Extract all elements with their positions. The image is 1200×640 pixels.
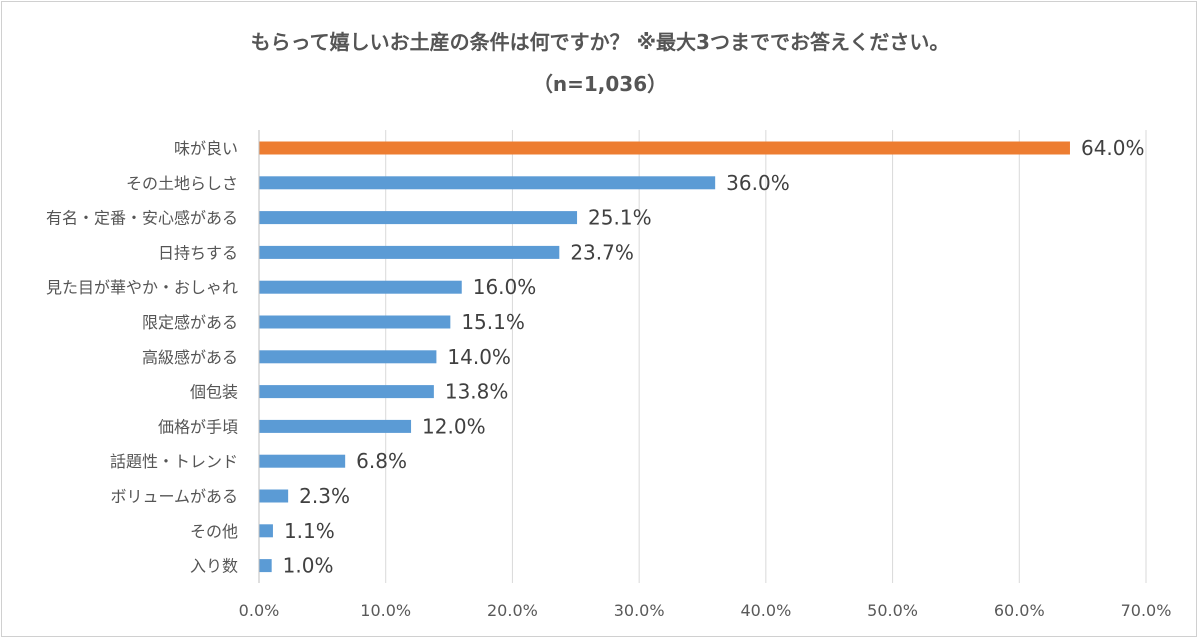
bar <box>259 419 412 433</box>
bar <box>259 245 560 259</box>
category-label: 話題性・トレンド <box>110 452 238 471</box>
chart-subtitle: （n=1,036） <box>532 72 668 96</box>
category-label: 価格が手頃 <box>158 417 238 436</box>
bar <box>259 524 273 538</box>
x-tick-label: 70.0% <box>1121 601 1172 620</box>
bar <box>259 141 1070 155</box>
data-label: 14.0% <box>447 345 511 369</box>
data-label: 64.0% <box>1081 136 1145 160</box>
category-label: 個包装 <box>190 383 238 402</box>
x-tick-label: 20.0% <box>487 601 538 620</box>
bar <box>259 315 451 329</box>
data-label: 1.0% <box>283 554 334 578</box>
x-tick-label: 40.0% <box>740 601 791 620</box>
bar <box>259 454 346 468</box>
bar <box>259 385 434 399</box>
data-label: 2.3% <box>299 484 350 508</box>
category-label: 高級感がある <box>142 348 238 367</box>
category-label: 見た目が華やか・おしゃれ <box>46 278 238 297</box>
category-label: 味が良い <box>174 139 238 158</box>
data-label: 16.0% <box>473 275 537 299</box>
data-label: 12.0% <box>422 414 486 438</box>
bar <box>259 211 578 225</box>
chart-title: もらって嬉しいお土産の条件は何ですか？ ※最大3つまででお答えください。 <box>250 30 950 54</box>
data-label: 15.1% <box>461 310 525 334</box>
data-label: 36.0% <box>726 171 790 195</box>
category-label: 限定感がある <box>142 313 238 332</box>
category-label: その他 <box>190 522 238 541</box>
category-label: 入り数 <box>190 557 238 576</box>
data-label: 25.1% <box>588 206 652 230</box>
x-tick-label: 0.0% <box>239 601 280 620</box>
data-label: 23.7% <box>570 240 634 264</box>
category-label: その土地らしさ <box>126 174 238 193</box>
bar <box>259 280 462 294</box>
bar <box>259 176 716 190</box>
x-tick-label: 30.0% <box>614 601 665 620</box>
bar <box>259 489 289 503</box>
data-label: 13.8% <box>445 380 509 404</box>
x-tick-label: 10.0% <box>360 601 411 620</box>
data-label: 6.8% <box>356 449 407 473</box>
category-label: ボリュームがある <box>110 487 238 506</box>
data-label: 1.1% <box>284 519 335 543</box>
category-label: 日持ちする <box>158 243 238 262</box>
bar <box>259 559 272 573</box>
x-tick-label: 60.0% <box>994 601 1045 620</box>
category-label: 有名・定番・安心感がある <box>46 209 238 228</box>
x-tick-label: 50.0% <box>867 601 918 620</box>
bar <box>259 350 437 364</box>
